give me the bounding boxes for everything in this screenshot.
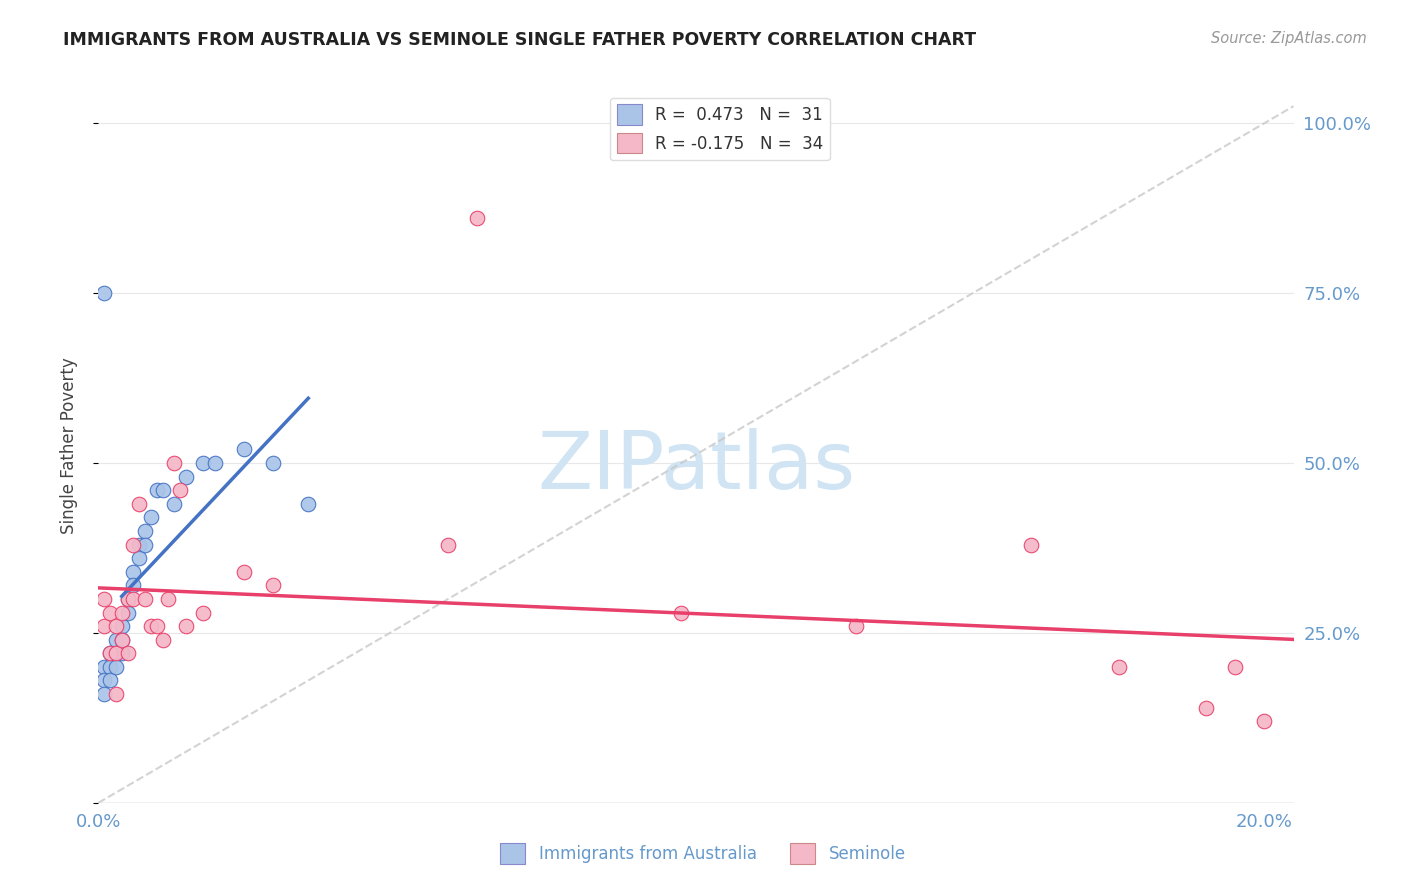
Point xyxy=(104,646,127,660)
Point xyxy=(93,687,115,701)
Point xyxy=(117,646,139,660)
Point xyxy=(128,551,150,566)
Point xyxy=(845,619,868,633)
Point xyxy=(1225,660,1247,674)
Point xyxy=(122,565,145,579)
Point xyxy=(98,673,121,688)
Point xyxy=(145,483,167,498)
Point xyxy=(117,591,139,606)
Point xyxy=(169,483,191,498)
Point xyxy=(111,632,134,647)
Point xyxy=(98,660,121,674)
Point xyxy=(233,565,256,579)
Point xyxy=(111,646,134,660)
Point xyxy=(193,606,215,620)
Point xyxy=(671,606,693,620)
Point xyxy=(128,537,150,551)
Point xyxy=(93,591,115,606)
Point xyxy=(93,286,115,301)
Point xyxy=(134,591,156,606)
Point xyxy=(262,456,284,470)
Point xyxy=(111,632,134,647)
Point xyxy=(117,606,139,620)
Point xyxy=(1019,537,1042,551)
Point xyxy=(93,673,115,688)
Point xyxy=(163,497,186,511)
Point xyxy=(134,524,156,538)
Point xyxy=(193,456,215,470)
Point xyxy=(128,497,150,511)
Point xyxy=(134,537,156,551)
Point xyxy=(104,646,127,660)
Point xyxy=(139,619,162,633)
Point xyxy=(145,619,167,633)
Point xyxy=(117,591,139,606)
Point xyxy=(297,497,319,511)
Text: ZIPatlas: ZIPatlas xyxy=(537,428,855,507)
Point xyxy=(104,632,127,647)
Point xyxy=(98,606,121,620)
Point xyxy=(157,591,180,606)
Point xyxy=(111,606,134,620)
Point xyxy=(98,646,121,660)
Point xyxy=(122,591,145,606)
Text: Source: ZipAtlas.com: Source: ZipAtlas.com xyxy=(1211,31,1367,46)
Point xyxy=(98,646,121,660)
Point xyxy=(1195,700,1218,714)
Point xyxy=(122,578,145,592)
Point xyxy=(233,442,256,457)
Point xyxy=(437,537,460,551)
Point xyxy=(122,537,145,551)
Point xyxy=(262,578,284,592)
Point xyxy=(204,456,226,470)
Point xyxy=(174,619,197,633)
Legend: Immigrants from Australia, Seminole: Immigrants from Australia, Seminole xyxy=(494,837,912,871)
Point xyxy=(152,483,174,498)
Point xyxy=(174,469,197,483)
Point xyxy=(139,510,162,524)
Point xyxy=(1253,714,1275,729)
Legend: R =  0.473   N =  31, R = -0.175   N =  34: R = 0.473 N = 31, R = -0.175 N = 34 xyxy=(610,97,830,160)
Point xyxy=(104,687,127,701)
Point xyxy=(93,660,115,674)
Y-axis label: Single Father Poverty: Single Father Poverty xyxy=(59,358,77,534)
Point xyxy=(467,211,489,226)
Point xyxy=(104,660,127,674)
Point xyxy=(111,619,134,633)
Point xyxy=(1108,660,1130,674)
Point xyxy=(104,619,127,633)
Text: IMMIGRANTS FROM AUSTRALIA VS SEMINOLE SINGLE FATHER POVERTY CORRELATION CHART: IMMIGRANTS FROM AUSTRALIA VS SEMINOLE SI… xyxy=(63,31,976,49)
Point xyxy=(93,619,115,633)
Point xyxy=(152,632,174,647)
Point xyxy=(163,456,186,470)
